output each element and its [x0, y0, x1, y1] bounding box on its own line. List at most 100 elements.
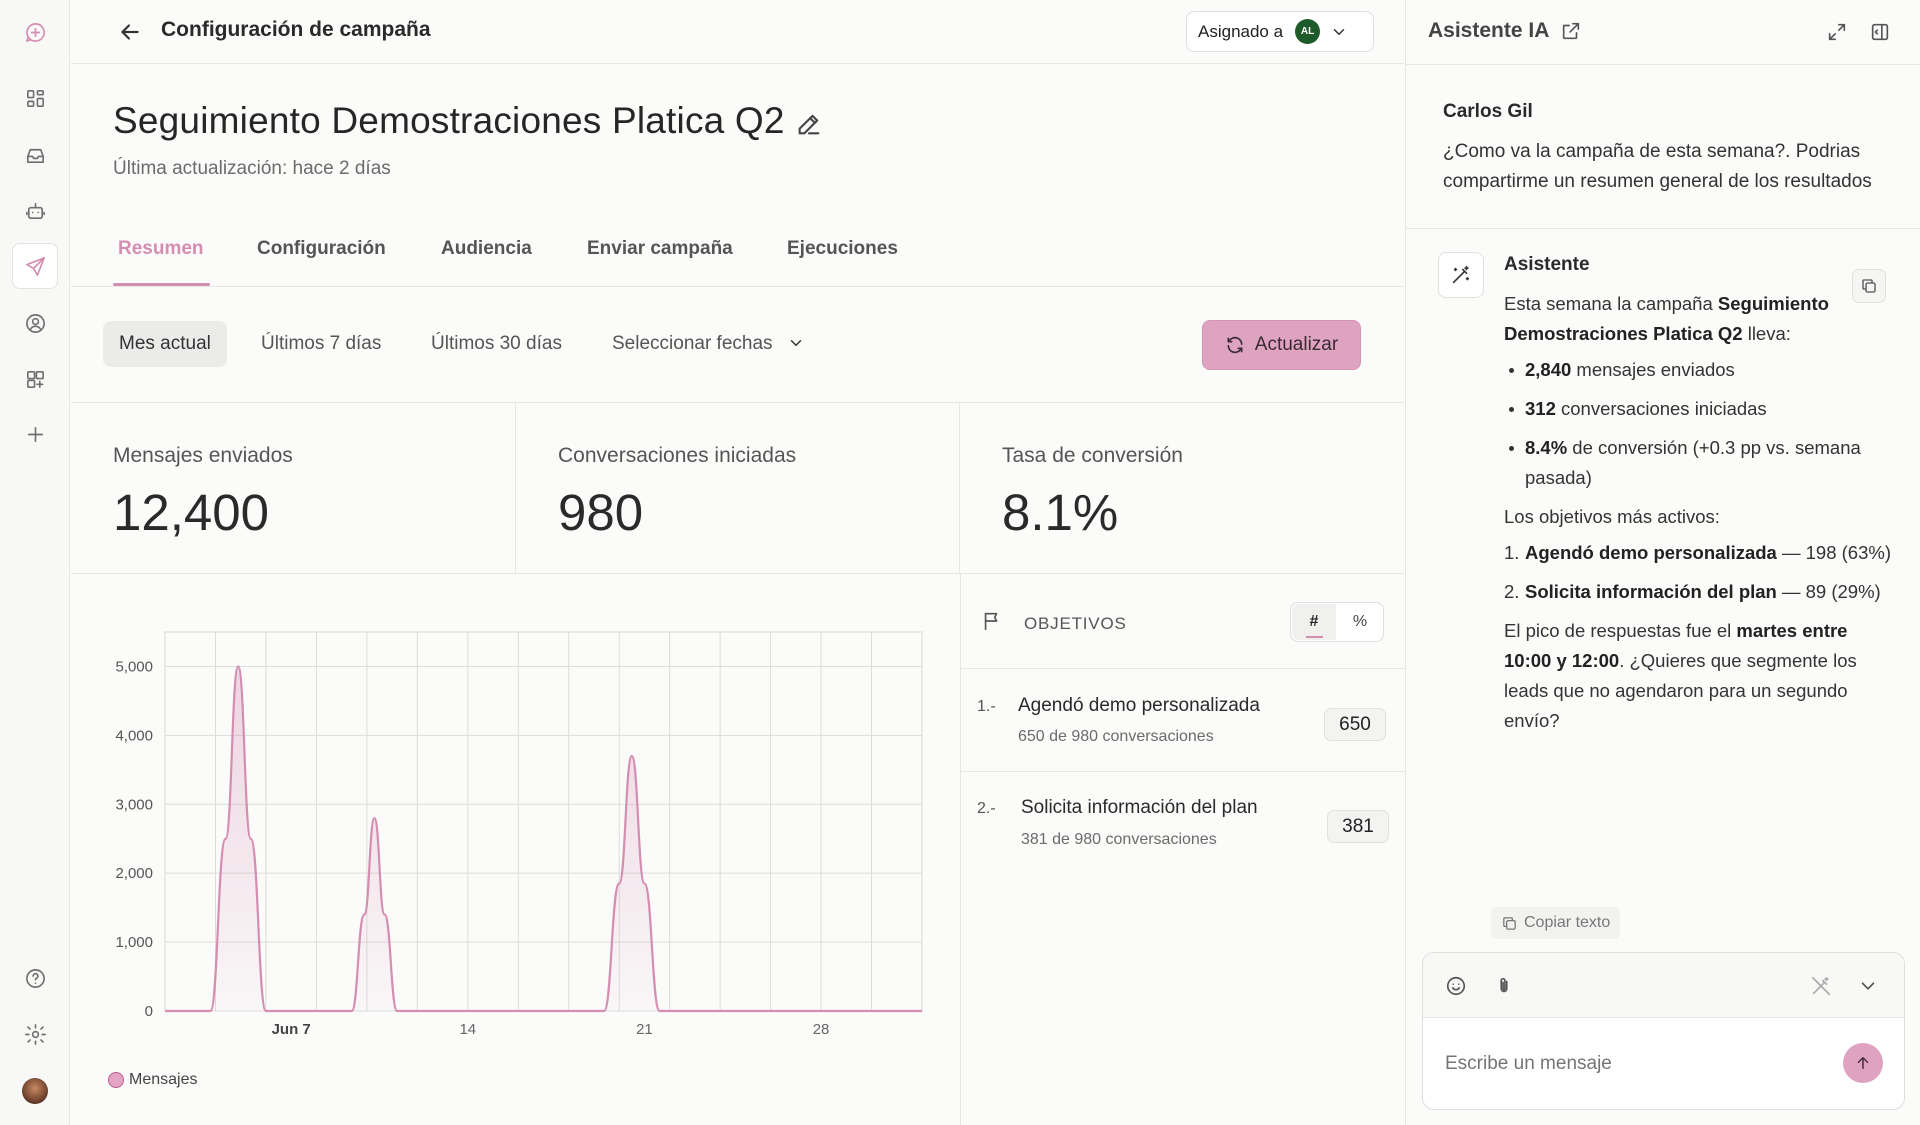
bold-text: 2,840: [1525, 359, 1572, 380]
objectives-title: OBJETIVOS: [1024, 614, 1127, 633]
campaign-title: Seguimiento Demostraciones Platica Q2: [113, 100, 785, 141]
x-tick-label: 14: [459, 1021, 476, 1038]
list-item: 312 conversaciones iniciadas: [1504, 394, 1894, 424]
chevron-down-icon[interactable]: [1857, 975, 1879, 997]
objective-number: 2.-: [977, 800, 996, 817]
list-number: 2.: [1504, 581, 1520, 602]
toggle-count[interactable]: #: [1292, 604, 1336, 640]
objectives-panel: OBJETIVOS # % 1.- Agendó demo personaliz…: [960, 574, 1405, 1125]
copy-text-button[interactable]: Copiar texto: [1491, 907, 1621, 939]
bold-text: Solicita información del plan: [1525, 581, 1777, 602]
toggle-percent[interactable]: %: [1352, 613, 1368, 630]
chevron-down-icon: [1330, 23, 1348, 41]
messages-chart: 0 1,000 2,000 3,000 4,000 5,000 Jun 7 14 21 28 Me…: [71, 574, 959, 1125]
integrations-icon[interactable]: [17, 361, 53, 397]
filter-ultimos-7-dias[interactable]: Últimos 7 días: [261, 333, 382, 354]
last-updated: Última actualización: hace 2 días: [113, 158, 391, 179]
stat-mensajes-enviados: Mensajes enviados 12,400: [71, 403, 516, 574]
objective-number: 1.-: [977, 698, 996, 715]
objective-subtext: 650 de 980 conversaciones: [1018, 728, 1214, 745]
filter-seleccionar-fechas[interactable]: Seleccionar fechas: [612, 321, 805, 367]
divider: [1406, 64, 1920, 65]
divider: [961, 771, 1405, 772]
stat-value: 980: [558, 484, 644, 541]
objective-name: Agendó demo personalizada: [1018, 695, 1260, 716]
assigned-to-dropdown[interactable]: Asignado a AL: [1186, 11, 1374, 52]
copy-icon[interactable]: [1852, 269, 1886, 303]
expand-icon[interactable]: [1826, 21, 1848, 43]
stat-conversaciones-iniciadas: Conversaciones iniciadas 980: [516, 403, 960, 574]
settings-gear-icon[interactable]: [17, 1016, 53, 1052]
send-button[interactable]: [1843, 1043, 1883, 1083]
assigned-to-label: Asignado a: [1198, 21, 1284, 41]
objective-name: Solicita información del plan: [1021, 797, 1258, 818]
assistant-message-body: Esta semana la campaña Seguimiento Demos…: [1504, 289, 1894, 736]
tab-audiencia[interactable]: Audiencia: [441, 238, 532, 259]
y-tick-label: 0: [145, 1003, 153, 1020]
chat-logo-icon[interactable]: [17, 14, 53, 50]
divider: [71, 573, 1404, 574]
inbox-icon[interactable]: [17, 137, 53, 173]
add-icon[interactable]: [17, 416, 53, 452]
campaigns-send-icon[interactable]: [12, 243, 58, 289]
chevron-down-icon: [773, 331, 805, 358]
dashboard-icon[interactable]: [17, 80, 53, 116]
list-item: 2. Solicita información del plan — 89 (29…: [1504, 577, 1894, 607]
list-number: 1.: [1504, 542, 1520, 563]
series-area-fill: [165, 666, 922, 1011]
stat-label: Conversaciones iniciadas: [558, 444, 797, 467]
tab-enviar-campana[interactable]: Enviar campaña: [587, 238, 733, 259]
filter-mes-actual[interactable]: Mes actual: [103, 321, 227, 367]
tab-resumen[interactable]: Resumen: [118, 238, 204, 259]
user-avatar[interactable]: [22, 1078, 48, 1104]
assistant-intro: Esta semana la campaña Seguimiento Demos…: [1504, 289, 1894, 349]
external-link-icon[interactable]: [1560, 20, 1582, 42]
plot-area-border: [164, 631, 923, 1012]
objective-count-badge: 650: [1324, 708, 1386, 741]
series-line: [165, 665, 922, 1013]
text: El pico de respuestas fue el: [1504, 620, 1737, 641]
edit-pencil-icon[interactable]: [795, 110, 823, 138]
y-tick-label: 4,000: [115, 727, 153, 744]
bold-text: Agendó demo personalizada: [1525, 542, 1777, 563]
bot-icon[interactable]: [17, 193, 53, 229]
text: lleva:: [1742, 323, 1791, 344]
composer-toolbar: [1423, 953, 1904, 1018]
refresh-button[interactable]: Actualizar: [1202, 320, 1361, 370]
bold-text: martes entre 10:00 y 12:00: [1504, 620, 1848, 671]
text: conversaciones iniciadas: [1555, 398, 1767, 419]
message-input[interactable]: [1445, 1053, 1825, 1075]
contacts-icon[interactable]: [17, 305, 53, 341]
left-rail: [0, 0, 70, 1125]
stat-value: 12,400: [113, 484, 269, 541]
divider: [961, 668, 1405, 669]
text: — 89 (29%): [1776, 581, 1881, 602]
back-arrow-icon[interactable]: [117, 19, 143, 45]
stat-label: Mensajes enviados: [113, 444, 293, 467]
objective-subtext: 381 de 980 conversaciones: [1021, 831, 1217, 848]
tab-ejecuciones[interactable]: Ejecuciones: [787, 238, 898, 259]
text: mensajes enviados: [1571, 359, 1735, 380]
main-content: Configuración de campaña Asignado a AL S…: [71, 0, 1405, 1125]
refresh-label: Actualizar: [1254, 334, 1339, 355]
stat-label: Tasa de conversión: [1002, 444, 1183, 467]
tab-configuracion[interactable]: Configuración: [257, 238, 386, 259]
emoji-icon[interactable]: [1445, 975, 1467, 997]
y-tick-label: 2,000: [115, 865, 153, 882]
copy-text-label: Copiar texto: [1524, 914, 1611, 931]
objective-count-badge: 381: [1327, 810, 1389, 843]
y-tick-label: 3,000: [115, 796, 153, 813]
collapse-panel-icon[interactable]: [1869, 21, 1891, 43]
bold-text: 312: [1525, 398, 1556, 419]
chart-svg: 0 1,000 2,000 3,000 4,000 5,000 Jun 7 14 21 28: [115, 631, 923, 1038]
x-tick-label: 21: [636, 1021, 653, 1038]
magic-wand-off-icon[interactable]: [1810, 975, 1832, 997]
flag-icon: [981, 610, 1003, 632]
help-icon[interactable]: [17, 960, 53, 996]
y-tick-label: 5,000: [115, 658, 153, 675]
stats-bullet-list: 2,840 mensajes enviados 312 conversacion…: [1504, 355, 1894, 493]
filter-ultimos-30-dias[interactable]: Últimos 30 días: [431, 333, 562, 354]
magic-wand-icon: [1438, 252, 1484, 298]
text: — 198 (63%): [1776, 542, 1891, 563]
attachment-icon[interactable]: [1493, 975, 1515, 997]
